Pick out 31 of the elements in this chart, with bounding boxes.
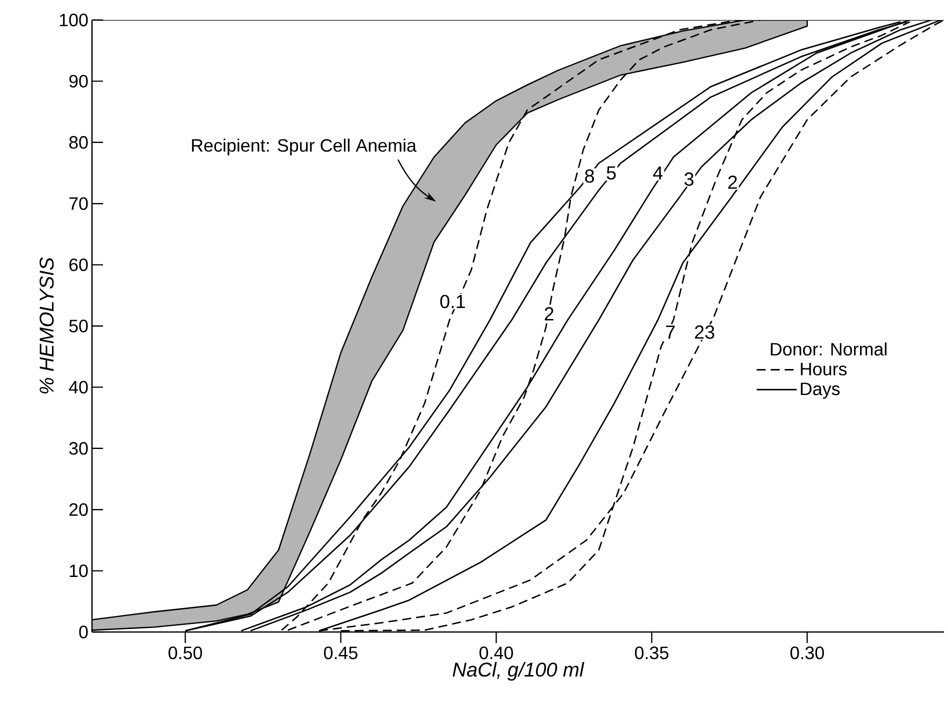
- y-tick-label: 30: [69, 442, 88, 455]
- y-tick-label: 50: [69, 320, 88, 332]
- y-tick-label: 70: [69, 197, 88, 210]
- annotation: 23: [694, 325, 714, 339]
- annotation: 4: [653, 166, 663, 180]
- legend-label: Hours: [800, 362, 847, 376]
- y-tick-label: 10: [70, 564, 88, 578]
- annotation: 5: [606, 166, 616, 180]
- annotation: 2: [728, 176, 737, 189]
- annotation: 0.1: [440, 294, 465, 308]
- y-tick-label: 80: [69, 136, 88, 149]
- y-tick-label: 90: [69, 74, 88, 88]
- y-tick-label: 60: [69, 258, 88, 272]
- x-tick-label: 0.45: [324, 646, 358, 660]
- y-axis-title: % HEMOLYSIS: [40, 257, 54, 394]
- y-tick-label: 40: [68, 380, 88, 394]
- x-tick-label: 0.35: [634, 646, 668, 660]
- x-tick-label: 0.50: [168, 646, 202, 660]
- annotation: Recipient: Spur Cell Anemia: [192, 138, 416, 156]
- x-tick-label: 0.30: [790, 646, 824, 660]
- annotation: 2: [544, 307, 554, 320]
- legend-title: Donor: Normal: [770, 342, 886, 356]
- y-tick-label: 0: [79, 626, 88, 638]
- annotation: 7: [666, 326, 675, 339]
- y-tick-label: 20: [69, 503, 88, 516]
- annotation: 8: [585, 169, 594, 183]
- x-axis-title: NaCl, g/100 ml: [452, 662, 584, 681]
- x-tick-label: 0.40: [479, 646, 513, 660]
- annotation: 3: [684, 172, 694, 186]
- legend-label: Days: [800, 382, 840, 399]
- y-tick-label: 100: [60, 14, 88, 26]
